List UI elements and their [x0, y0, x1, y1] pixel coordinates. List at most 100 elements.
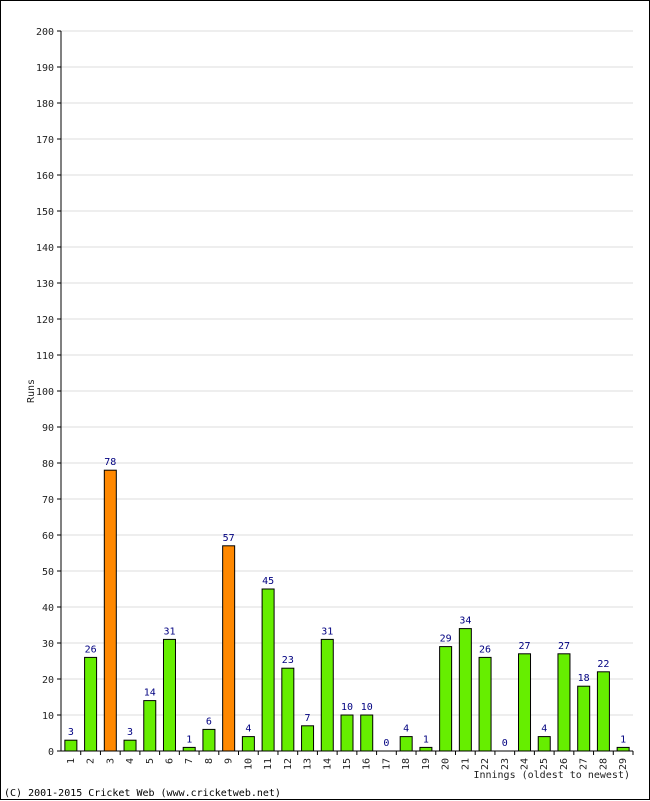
bar	[478, 656, 492, 752]
x-tick-labels: 1 2 3 4 5 6 7 8 9 10 11 12 13 14 15 16 17 18 19 20 21 22 23 24 2…	[66, 758, 629, 770]
bar	[162, 638, 176, 752]
bar	[340, 714, 354, 752]
y-tick-label: 200	[36, 27, 54, 38]
y-tick-label: 20	[42, 675, 54, 686]
bar	[458, 628, 472, 752]
data-label: 1	[423, 734, 429, 745]
data-label: 78	[104, 457, 116, 468]
data-label: 26	[85, 644, 97, 655]
y-tick-labels: 0 10 20 30 40 50 60 70 80 90 100 110 120 130 140 150 160…	[36, 27, 54, 758]
x-tick-label: 25	[539, 758, 550, 770]
bar	[320, 638, 334, 752]
bar	[103, 469, 117, 752]
x-tick-label: 6	[164, 758, 175, 764]
y-tick-label: 10	[42, 711, 54, 722]
y-tick-label: 30	[42, 639, 54, 650]
y-tick-label: 170	[36, 135, 54, 146]
x-tick-label: 20	[441, 758, 452, 770]
x-tick-label: 8	[204, 758, 215, 764]
x-tick-label: 2	[86, 758, 97, 764]
y-tick-label: 190	[36, 63, 54, 74]
data-label: 0	[502, 738, 508, 749]
data-label: 31	[321, 626, 333, 637]
y-tick-label: 90	[42, 423, 54, 434]
x-tick-label: 10	[243, 758, 254, 770]
x-axis-title: Innings (oldest to newest)	[473, 770, 630, 781]
x-tick-label: 12	[283, 758, 294, 770]
y-tick-label: 50	[42, 567, 54, 578]
y-tick-label: 110	[36, 351, 54, 362]
y-tick-label: 100	[36, 387, 54, 398]
bar	[439, 646, 453, 752]
x-tick-label: 5	[145, 758, 156, 764]
y-tick-label: 130	[36, 279, 54, 290]
bar	[596, 671, 610, 752]
bar	[577, 685, 591, 752]
x-tick-label: 27	[579, 758, 590, 770]
y-tick-label: 70	[42, 495, 54, 506]
copyright-footer: (C) 2001-2015 Cricket Web (www.cricketwe…	[4, 788, 281, 799]
data-label: 27	[518, 641, 530, 652]
bar	[281, 667, 295, 752]
bar	[518, 653, 532, 752]
x-tick-label: 19	[421, 758, 432, 770]
data-label: 10	[361, 702, 373, 713]
y-tick-label: 0	[48, 747, 54, 758]
data-label: 14	[144, 688, 156, 699]
x-tick-label: 15	[342, 758, 353, 770]
bar	[222, 545, 236, 752]
data-label: 57	[223, 533, 235, 544]
bar	[182, 746, 196, 752]
x-tick-label: 23	[500, 758, 511, 770]
data-label: 34	[459, 616, 471, 627]
bar	[84, 656, 98, 752]
bar	[616, 746, 630, 752]
bar	[399, 736, 413, 752]
data-label: 23	[282, 655, 294, 666]
y-tick-label: 60	[42, 531, 54, 542]
data-label: 4	[403, 724, 409, 735]
bar	[419, 746, 433, 752]
x-tick-label: 26	[559, 758, 570, 770]
x-tick-label: 16	[362, 758, 373, 770]
data-label: 45	[262, 576, 274, 587]
data-label: 7	[305, 713, 311, 724]
x-tick-label: 21	[460, 758, 471, 770]
gridlines	[61, 30, 633, 716]
x-tick-label: 7	[184, 758, 195, 764]
bar	[64, 739, 78, 752]
data-label: 18	[578, 673, 590, 684]
bar	[557, 653, 571, 752]
x-tick-label: 4	[125, 758, 136, 764]
y-axis-title: Runs	[26, 379, 37, 403]
data-label: 10	[341, 702, 353, 713]
data-labels: 3 26 78 3 14 31 1 6 57 4 45 23 7 31 10 10 0 4 1 29 34 26 0 27 4 2…	[68, 457, 626, 749]
data-label: 26	[479, 644, 491, 655]
y-tick-label: 160	[36, 171, 54, 182]
data-label: 22	[597, 659, 609, 670]
x-tick-label: 3	[105, 758, 116, 764]
x-tick-label: 17	[381, 758, 392, 770]
data-label: 27	[558, 641, 570, 652]
bar	[202, 728, 216, 752]
data-label: 4	[245, 724, 251, 735]
y-tick-label: 140	[36, 243, 54, 254]
y-tick-label: 150	[36, 207, 54, 218]
bar	[123, 739, 137, 752]
x-tick-label: 29	[618, 758, 629, 770]
data-label: 3	[68, 727, 74, 738]
y-tick-label: 40	[42, 603, 54, 614]
x-tick-label: 9	[224, 758, 235, 764]
axes	[57, 30, 634, 755]
x-tick-label: 14	[322, 758, 333, 770]
data-label: 3	[127, 727, 133, 738]
x-tick-label: 22	[480, 758, 491, 770]
x-tick-label: 18	[401, 758, 412, 770]
x-tick-label: 13	[303, 758, 314, 770]
x-tick-label: 28	[598, 758, 609, 770]
x-tick-label: 11	[263, 758, 274, 770]
data-label: 1	[620, 734, 626, 745]
bar	[241, 736, 255, 752]
